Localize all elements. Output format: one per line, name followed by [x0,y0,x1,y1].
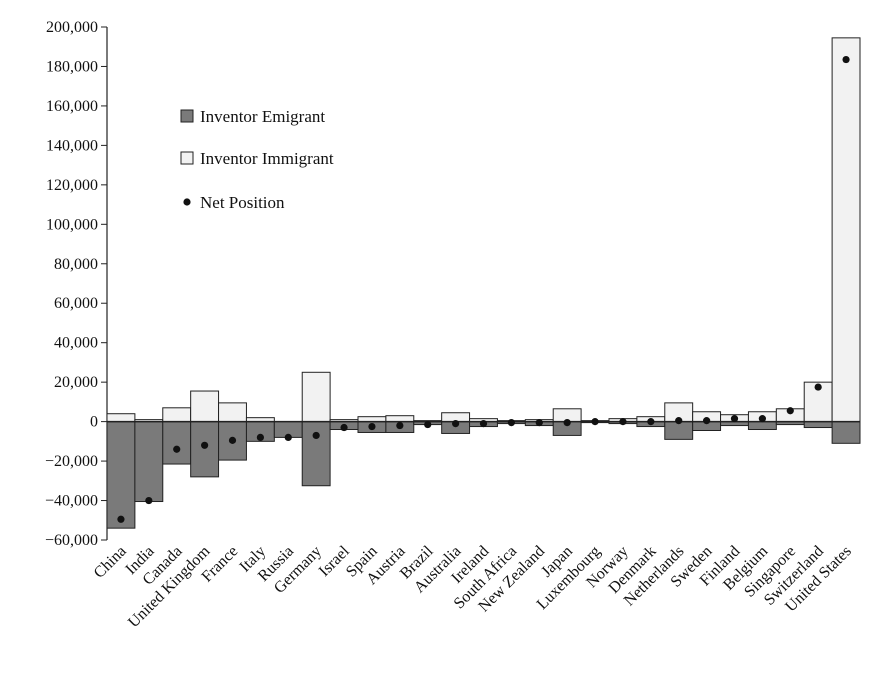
net-position-point [563,419,571,427]
y-tick-label: −60,000 [45,532,98,549]
bar-emigrant [190,421,220,478]
y-tick-label: 100,000 [46,216,98,233]
y-tick-label: −40,000 [45,493,98,510]
y-tick-label: 20,000 [54,374,98,391]
bar-emigrant [106,421,136,529]
bar-emigrant [664,421,694,440]
net-position-point [368,422,376,431]
y-tick-label: 40,000 [54,335,98,352]
net-position-point [507,419,515,427]
bar-immigrant [831,37,861,423]
net-position-point [452,419,460,428]
y-tick-label: −20,000 [45,453,98,470]
net-position-point [340,423,348,432]
y-tick-label: 120,000 [46,177,98,194]
net-position-point [284,433,292,441]
bar-emigrant [803,421,833,429]
bar-emigrant [747,421,777,431]
net-position-point [201,441,209,449]
bar-emigrant [162,421,192,465]
net-position-point [535,419,543,427]
net-position-point [758,415,766,423]
bar-immigrant [162,407,192,423]
net-position-point [256,433,264,441]
immigrant-bars [106,37,861,423]
net-position-point [591,418,599,426]
net-position-point [117,515,125,523]
bar-immigrant [357,416,387,423]
y-tick-label: 0 [90,414,98,431]
net-position-points [117,55,850,523]
bar-immigrant [106,413,136,423]
bar-emigrant [134,421,164,503]
net-position-point [619,418,627,426]
legend-swatch-immigrant [180,151,194,165]
bar-immigrant [190,390,220,423]
net-position-point [228,436,237,444]
net-position-point [730,415,739,423]
net-position-point [145,496,153,505]
legend-label-emigrant: Inventor Emigrant [200,107,325,126]
net-position-point [479,419,488,428]
y-tick-label: 160,000 [46,98,98,115]
legend-swatch-emigrant [180,109,194,123]
bar-immigrant [301,371,331,423]
y-tick-label: 200,000 [46,19,98,36]
legend-label-immigrant: Inventor Immigrant [200,149,334,168]
y-axis: −60,000 −40,000 −20,000 0 20,000 40,000 60,000… [45,19,108,549]
legend-marker-net [183,198,191,206]
emigrant-bars [106,421,861,529]
net-position-point [703,417,711,425]
bar-immigrant [385,415,415,423]
y-tick-label: 60,000 [54,295,98,312]
bar-emigrant [831,421,861,444]
net-position-point [312,431,320,440]
legend-label-net: Net Position [200,193,285,212]
net-position-point [647,418,655,426]
net-position-point [675,417,683,425]
bar-immigrant [218,402,247,423]
bar-emigrant [301,421,331,487]
y-tick-label: 180,000 [46,58,98,75]
y-tick-label: 80,000 [54,256,98,273]
net-position-point [842,55,850,64]
legend: Inventor Emigrant Inventor Immigrant Net… [180,107,334,212]
net-position-point [396,421,404,430]
net-position-point [786,407,794,415]
net-position-point [424,420,432,429]
net-position-point [173,445,181,453]
y-tick-label: 140,000 [46,137,98,154]
net-position-point [814,383,822,391]
